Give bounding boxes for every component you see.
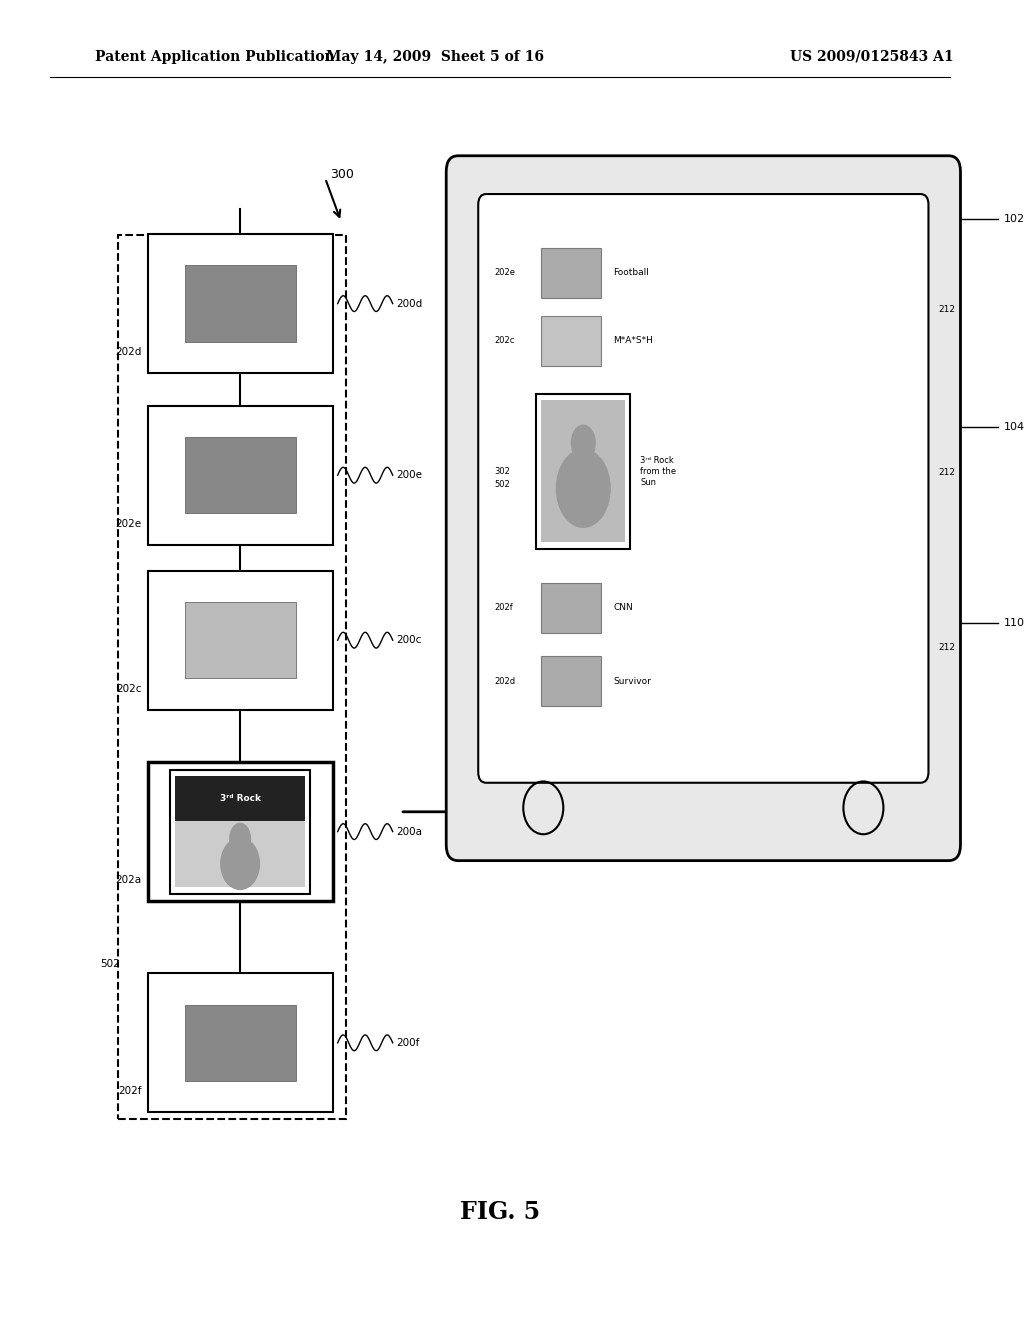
Ellipse shape (556, 449, 610, 528)
Bar (542, 248, 601, 298)
Text: 502: 502 (100, 958, 120, 969)
FancyBboxPatch shape (446, 156, 961, 861)
Text: 102: 102 (1004, 214, 1024, 223)
Text: 202d: 202d (495, 677, 515, 686)
Text: 502: 502 (495, 480, 510, 490)
Text: Patent Application Publication: Patent Application Publication (95, 50, 335, 63)
Bar (175, 776, 305, 821)
Text: CNN: CNN (613, 603, 633, 612)
Text: 202e: 202e (495, 268, 515, 277)
Bar (542, 315, 601, 366)
Text: M*A*S*H: M*A*S*H (613, 337, 653, 346)
Bar (184, 1005, 296, 1081)
Text: 212: 212 (938, 469, 955, 478)
Text: 110: 110 (1004, 618, 1024, 627)
Text: 200e: 200e (396, 470, 423, 480)
Bar (542, 656, 601, 706)
Text: Football: Football (613, 268, 649, 277)
Ellipse shape (570, 425, 596, 462)
Text: 302: 302 (495, 467, 510, 477)
Text: 202c: 202c (495, 337, 515, 346)
Text: 200c: 200c (396, 635, 422, 645)
Bar (184, 602, 296, 678)
Text: FIG. 5: FIG. 5 (460, 1200, 541, 1224)
Bar (184, 437, 296, 513)
Text: 202c: 202c (116, 684, 141, 694)
Text: 3ʳᵈ Rock: 3ʳᵈ Rock (219, 793, 261, 803)
Ellipse shape (229, 822, 251, 855)
Bar (147, 974, 333, 1111)
Text: US 2009/0125843 A1: US 2009/0125843 A1 (791, 50, 954, 63)
Bar (542, 400, 626, 543)
Text: Survivor: Survivor (613, 677, 651, 686)
Bar (147, 762, 333, 900)
Text: 202d: 202d (115, 347, 141, 358)
Text: 200f: 200f (396, 1038, 420, 1048)
Bar (147, 407, 333, 544)
Text: 202f: 202f (495, 603, 513, 612)
Bar (147, 235, 333, 372)
Text: 202a: 202a (116, 875, 141, 886)
Bar (170, 770, 310, 894)
Bar (147, 572, 333, 710)
Bar (184, 265, 296, 342)
Text: 212: 212 (938, 305, 955, 314)
Text: 212: 212 (938, 643, 955, 652)
Bar (542, 582, 601, 632)
Text: 300: 300 (330, 168, 354, 181)
Text: 200a: 200a (396, 826, 423, 837)
FancyBboxPatch shape (478, 194, 929, 783)
Text: 3ʳᵈ Rock
from the
Sun: 3ʳᵈ Rock from the Sun (640, 455, 677, 487)
Text: 202e: 202e (116, 519, 141, 529)
Bar (118, 235, 346, 1119)
Bar (175, 821, 305, 887)
Ellipse shape (220, 837, 260, 890)
Text: 104: 104 (1004, 422, 1024, 433)
Text: 202f: 202f (118, 1086, 141, 1097)
Text: May 14, 2009  Sheet 5 of 16: May 14, 2009 Sheet 5 of 16 (327, 50, 544, 63)
Bar (537, 393, 631, 549)
Text: 200d: 200d (396, 298, 423, 309)
